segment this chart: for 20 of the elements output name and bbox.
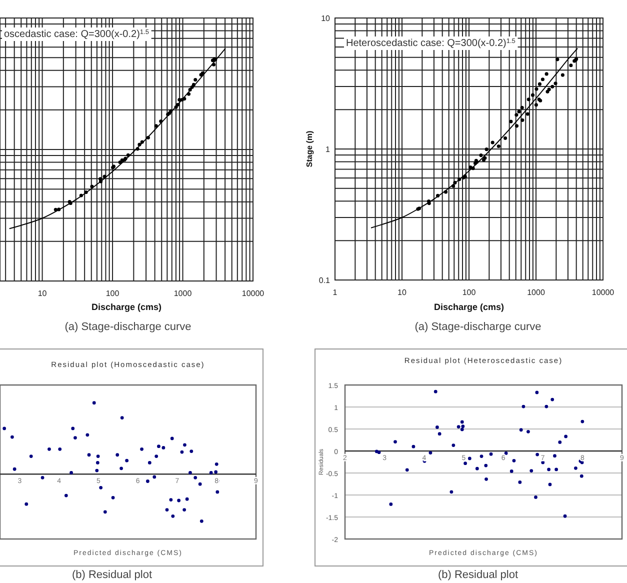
text: (b) Residual plot xyxy=(438,569,518,581)
y-axis-title: Stage (m) xyxy=(305,130,314,168)
x-tick-label: 100 xyxy=(462,288,476,297)
x-tick-label: 1000 xyxy=(174,289,192,298)
x-tick-label: 10000 xyxy=(592,288,615,297)
y-tick-label: 1 xyxy=(326,145,331,154)
x-tick-label: 10 xyxy=(38,289,48,298)
x-tick-label: 100 xyxy=(106,289,120,298)
y-tick-label: 10 xyxy=(321,14,331,23)
x-tick-label: 10 xyxy=(398,288,407,297)
annotation: oscedastic case: Q=300(x-0.2)$^{1.5}$ xyxy=(4,28,150,40)
x-axis-title: Discharge (cms) xyxy=(91,302,162,312)
x-tick-label: 1000 xyxy=(527,288,546,297)
y-tick-label: 0.1 xyxy=(318,276,331,285)
annotation: Heteroscedastic case: Q=300(x-0.2)$^{1.5}$ xyxy=(346,38,516,49)
text: (a) Stage-discharge curve xyxy=(414,321,542,333)
x-axis-title: Discharge (cms) xyxy=(434,302,504,312)
x-tick-label: 10000 xyxy=(242,289,265,298)
text: (a) Stage-discharge curve xyxy=(64,321,192,333)
text: (b) Residual plot xyxy=(72,569,152,581)
